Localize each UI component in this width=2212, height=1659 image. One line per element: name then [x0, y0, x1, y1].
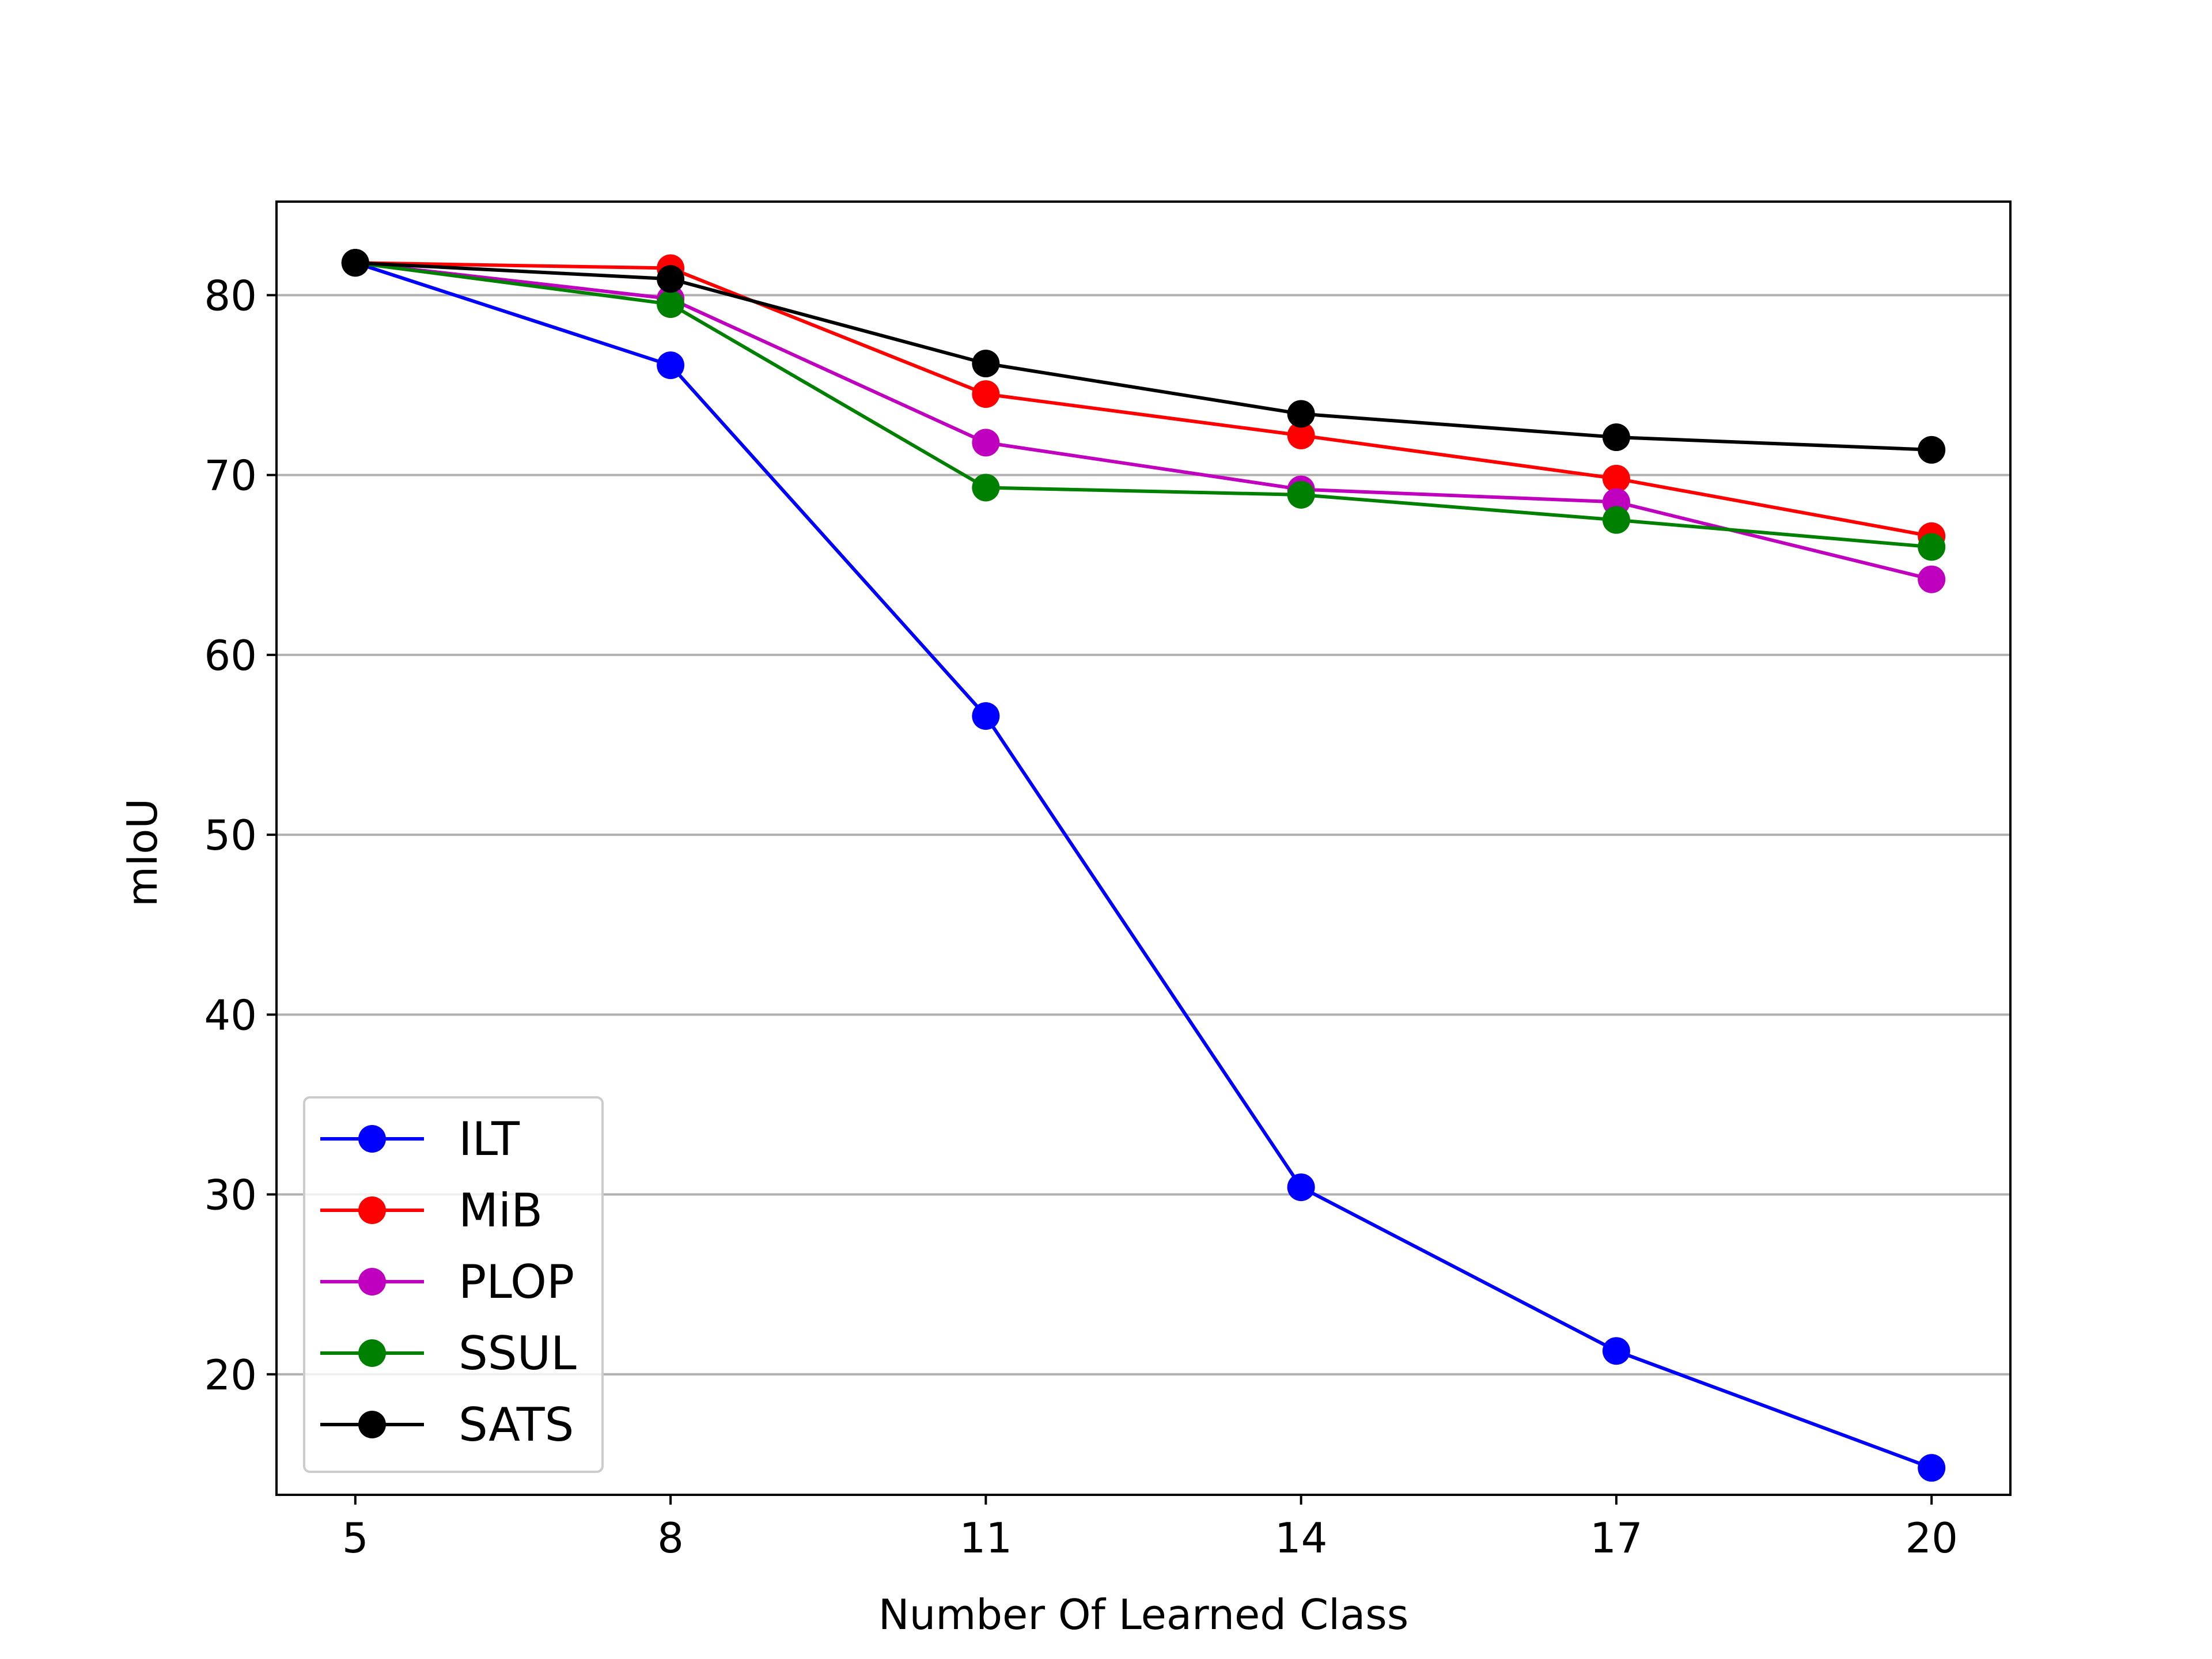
legend-label-mib: MiB — [459, 1184, 543, 1237]
legend-marker-ssul — [358, 1339, 386, 1367]
series-lines — [354, 261, 1933, 1469]
legend-label-ssul: SSUL — [459, 1327, 577, 1380]
series-line-ilt — [354, 261, 1933, 1469]
x-tick-label: 5 — [342, 1514, 369, 1562]
x-tick-label: 8 — [657, 1514, 684, 1562]
data-point-sats — [1287, 400, 1315, 428]
y-tick-label: 50 — [204, 811, 257, 859]
y-tick-label: 70 — [204, 452, 257, 500]
data-point-mib — [972, 380, 1000, 408]
y-axis-label: mIoU — [118, 798, 166, 907]
data-point-ilt — [657, 351, 685, 380]
x-axis: 5 8 11 14 17 20 — [342, 1495, 1958, 1562]
series-markers — [341, 249, 1946, 1482]
legend-label-plop: PLOP — [459, 1255, 574, 1309]
y-tick-label: 80 — [204, 271, 257, 320]
x-axis-label: Number Of Learned Class — [878, 1590, 1409, 1639]
x-tick-label: 11 — [960, 1514, 1013, 1562]
data-point-plop — [1918, 565, 1946, 593]
data-point-ssul — [972, 474, 1000, 502]
data-point-ilt — [1287, 1173, 1315, 1202]
data-point-ilt — [1918, 1454, 1946, 1482]
legend-marker-mib — [358, 1196, 386, 1224]
legend-label-ilt: ILT — [459, 1112, 520, 1166]
legend-frame — [303, 1096, 604, 1473]
y-tick-label: 60 — [204, 631, 257, 680]
data-point-ssul — [1602, 506, 1630, 534]
data-point-sats — [1918, 435, 1946, 464]
y-tick-label: 20 — [204, 1351, 257, 1399]
plot-area-frame — [275, 200, 2012, 1496]
data-point-mib — [1602, 464, 1630, 493]
data-point-sats — [1602, 423, 1630, 452]
series-line-sats — [355, 261, 1932, 452]
x-tick-label: 17 — [1590, 1514, 1643, 1562]
legend-marker-sats — [358, 1411, 386, 1438]
y-axis: 20 30 40 50 60 70 80 — [204, 271, 276, 1399]
series-line-ssul — [355, 261, 1932, 549]
data-point-ilt — [972, 702, 1000, 730]
series-line-plop — [355, 261, 1932, 581]
legend-marker-plop — [358, 1268, 386, 1296]
y-tick-label: 30 — [204, 1171, 257, 1219]
data-point-sats — [657, 265, 685, 293]
data-point-ilt — [1602, 1337, 1630, 1365]
x-tick-label: 20 — [1905, 1514, 1958, 1562]
legend-label-sats: SATS — [459, 1398, 574, 1452]
y-tick-label: 40 — [204, 991, 257, 1039]
legend-marker-ilt — [358, 1125, 386, 1153]
data-point-ssul — [1918, 533, 1946, 561]
data-point-mib — [1287, 421, 1315, 449]
series-line-mib — [355, 261, 1932, 538]
data-point-ssul — [657, 290, 685, 318]
data-point-ssul — [1287, 480, 1315, 509]
x-tick-label: 14 — [1275, 1514, 1328, 1562]
legend: ILT MiB PLOP SSUL SATS — [303, 1096, 604, 1473]
data-point-sats — [341, 249, 369, 277]
data-point-plop — [972, 429, 1000, 457]
data-point-sats — [972, 350, 1000, 378]
